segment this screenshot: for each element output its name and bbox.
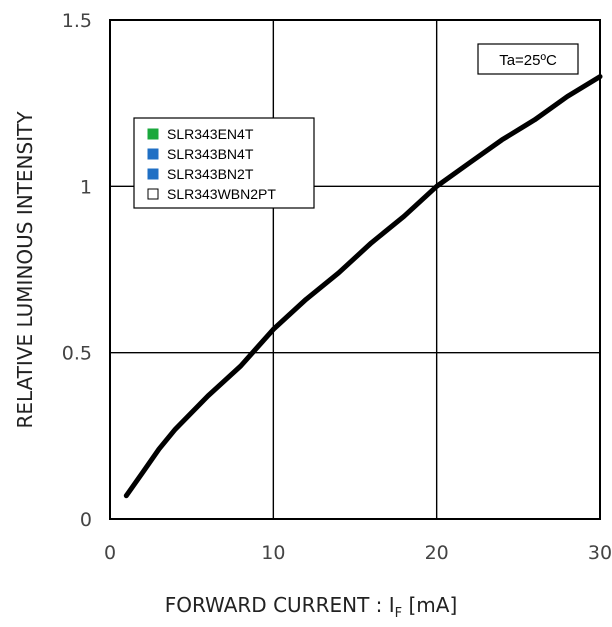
y-tick-label: 0 (80, 509, 92, 531)
legend-swatch (147, 188, 159, 200)
legend-swatch (147, 148, 159, 160)
y-tick-label: 1 (80, 176, 92, 198)
legend-swatch (147, 128, 159, 140)
y-tick-label: 0.5 (62, 343, 92, 365)
x-tick-label: 10 (261, 542, 285, 564)
legend-entry: SLR343WBN2PT (167, 186, 276, 202)
condition-label: Ta=25ºC (499, 52, 557, 69)
x-tick-label: 20 (425, 542, 449, 564)
tick-labels: 0 10 20 30 0 0.5 1 1.5 (62, 10, 612, 564)
plot-border (109, 19, 601, 520)
legend-box (133, 117, 315, 209)
y-axis-label: RELATIVE LUMINOUS INTENSITY (13, 111, 37, 429)
legend: SLR343EN4T SLR343BN4T SLR343BN2T SLR343WBN2… (133, 117, 315, 209)
plot-background (110, 20, 600, 519)
x-axis-label: FORWARD CURRENT : IF [mA] (165, 593, 458, 621)
legend-entry: SLR343EN4T (167, 126, 254, 142)
series-layer (123, 74, 603, 499)
x-tick-label: 0 (104, 542, 116, 564)
series-line (123, 74, 603, 499)
legend-swatch (147, 168, 159, 180)
condition-box: Ta=25ºC (477, 43, 579, 75)
y-tick-label: 1.5 (62, 10, 92, 32)
legend-entry: SLR343BN2T (167, 166, 254, 182)
x-tick-label: 30 (588, 542, 612, 564)
legend-entry: SLR343BN4T (167, 146, 254, 162)
